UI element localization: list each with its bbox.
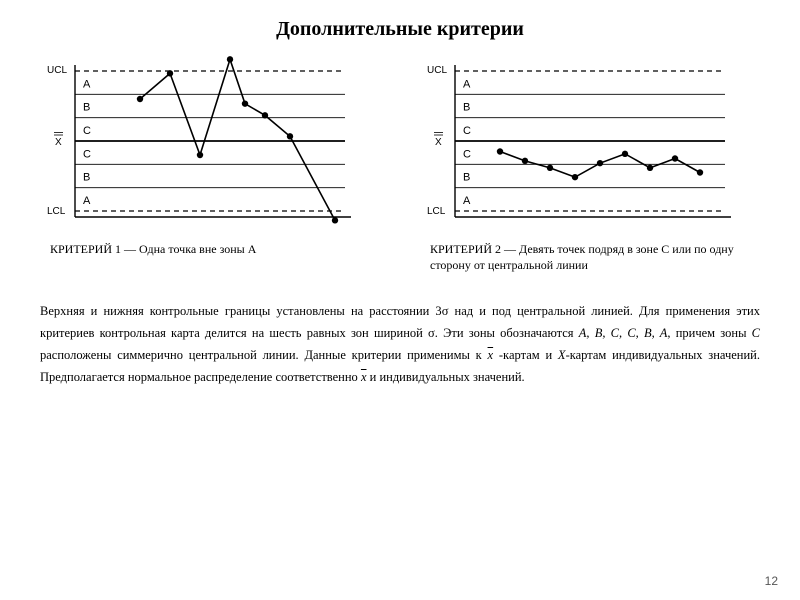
desc-part: Верхняя и нижняя контрольные границы уст… — [40, 304, 442, 318]
chart2: ABCCBAUCLLCLX — [415, 51, 735, 231]
svg-text:A: A — [83, 195, 91, 207]
svg-text:C: C — [83, 125, 91, 137]
chart1-caption: КРИТЕРИЙ 1 — Одна точка вне зоны А — [50, 235, 390, 273]
caption1-prefix: КРИТЕРИЙ 1 — — [50, 242, 139, 256]
desc-part: -картам и — [493, 348, 558, 362]
svg-text:UCL: UCL — [427, 65, 447, 76]
description-paragraph: Верхняя и нижняя контрольные границы уст… — [0, 273, 800, 389]
svg-text:B: B — [463, 102, 470, 114]
svg-text:LCL: LCL — [427, 206, 446, 217]
desc-part: , причем зоны — [667, 326, 751, 340]
x-charts: X — [558, 348, 566, 362]
chart1: ABCCBAUCLLCLX — [35, 51, 355, 231]
sigma-icon: σ — [428, 326, 435, 340]
charts-row: ABCCBAUCLLCLX ABCCBAUCLLCLX — [0, 51, 800, 231]
svg-text:A: A — [83, 78, 91, 90]
zone-c: C — [752, 326, 760, 340]
svg-text:X: X — [55, 137, 62, 148]
svg-text:C: C — [463, 125, 471, 137]
svg-text:B: B — [83, 102, 90, 114]
svg-text:X: X — [435, 137, 442, 148]
desc-part: . Эти зоны обозначаются — [435, 326, 579, 340]
page-title: Дополнительные критерии — [0, 0, 800, 51]
caption2-prefix: КРИТЕРИЙ 2 — — [430, 242, 519, 256]
desc-part: расположены симмерично центральной линии… — [40, 348, 488, 362]
chart1-block: ABCCBAUCLLCLX — [35, 51, 385, 231]
svg-text:A: A — [463, 195, 471, 207]
svg-text:C: C — [463, 148, 471, 160]
captions-row: КРИТЕРИЙ 1 — Одна точка вне зоны А КРИТЕ… — [0, 235, 800, 273]
svg-text:A: A — [463, 78, 471, 90]
svg-text:C: C — [83, 148, 91, 160]
chart2-caption: КРИТЕРИЙ 2 — Девять точек подряд в зоне … — [430, 235, 760, 273]
zones-list: A, B, C, C, B, A — [579, 326, 668, 340]
page-number: 12 — [765, 574, 778, 588]
svg-text:UCL: UCL — [47, 65, 67, 76]
chart2-block: ABCCBAUCLLCLX — [415, 51, 765, 231]
svg-text:B: B — [463, 172, 470, 184]
caption1-text: Одна точка вне зоны А — [139, 242, 256, 256]
desc-part: и индивидуальных значений. — [367, 370, 525, 384]
svg-text:B: B — [83, 172, 90, 184]
svg-text:LCL: LCL — [47, 206, 66, 217]
